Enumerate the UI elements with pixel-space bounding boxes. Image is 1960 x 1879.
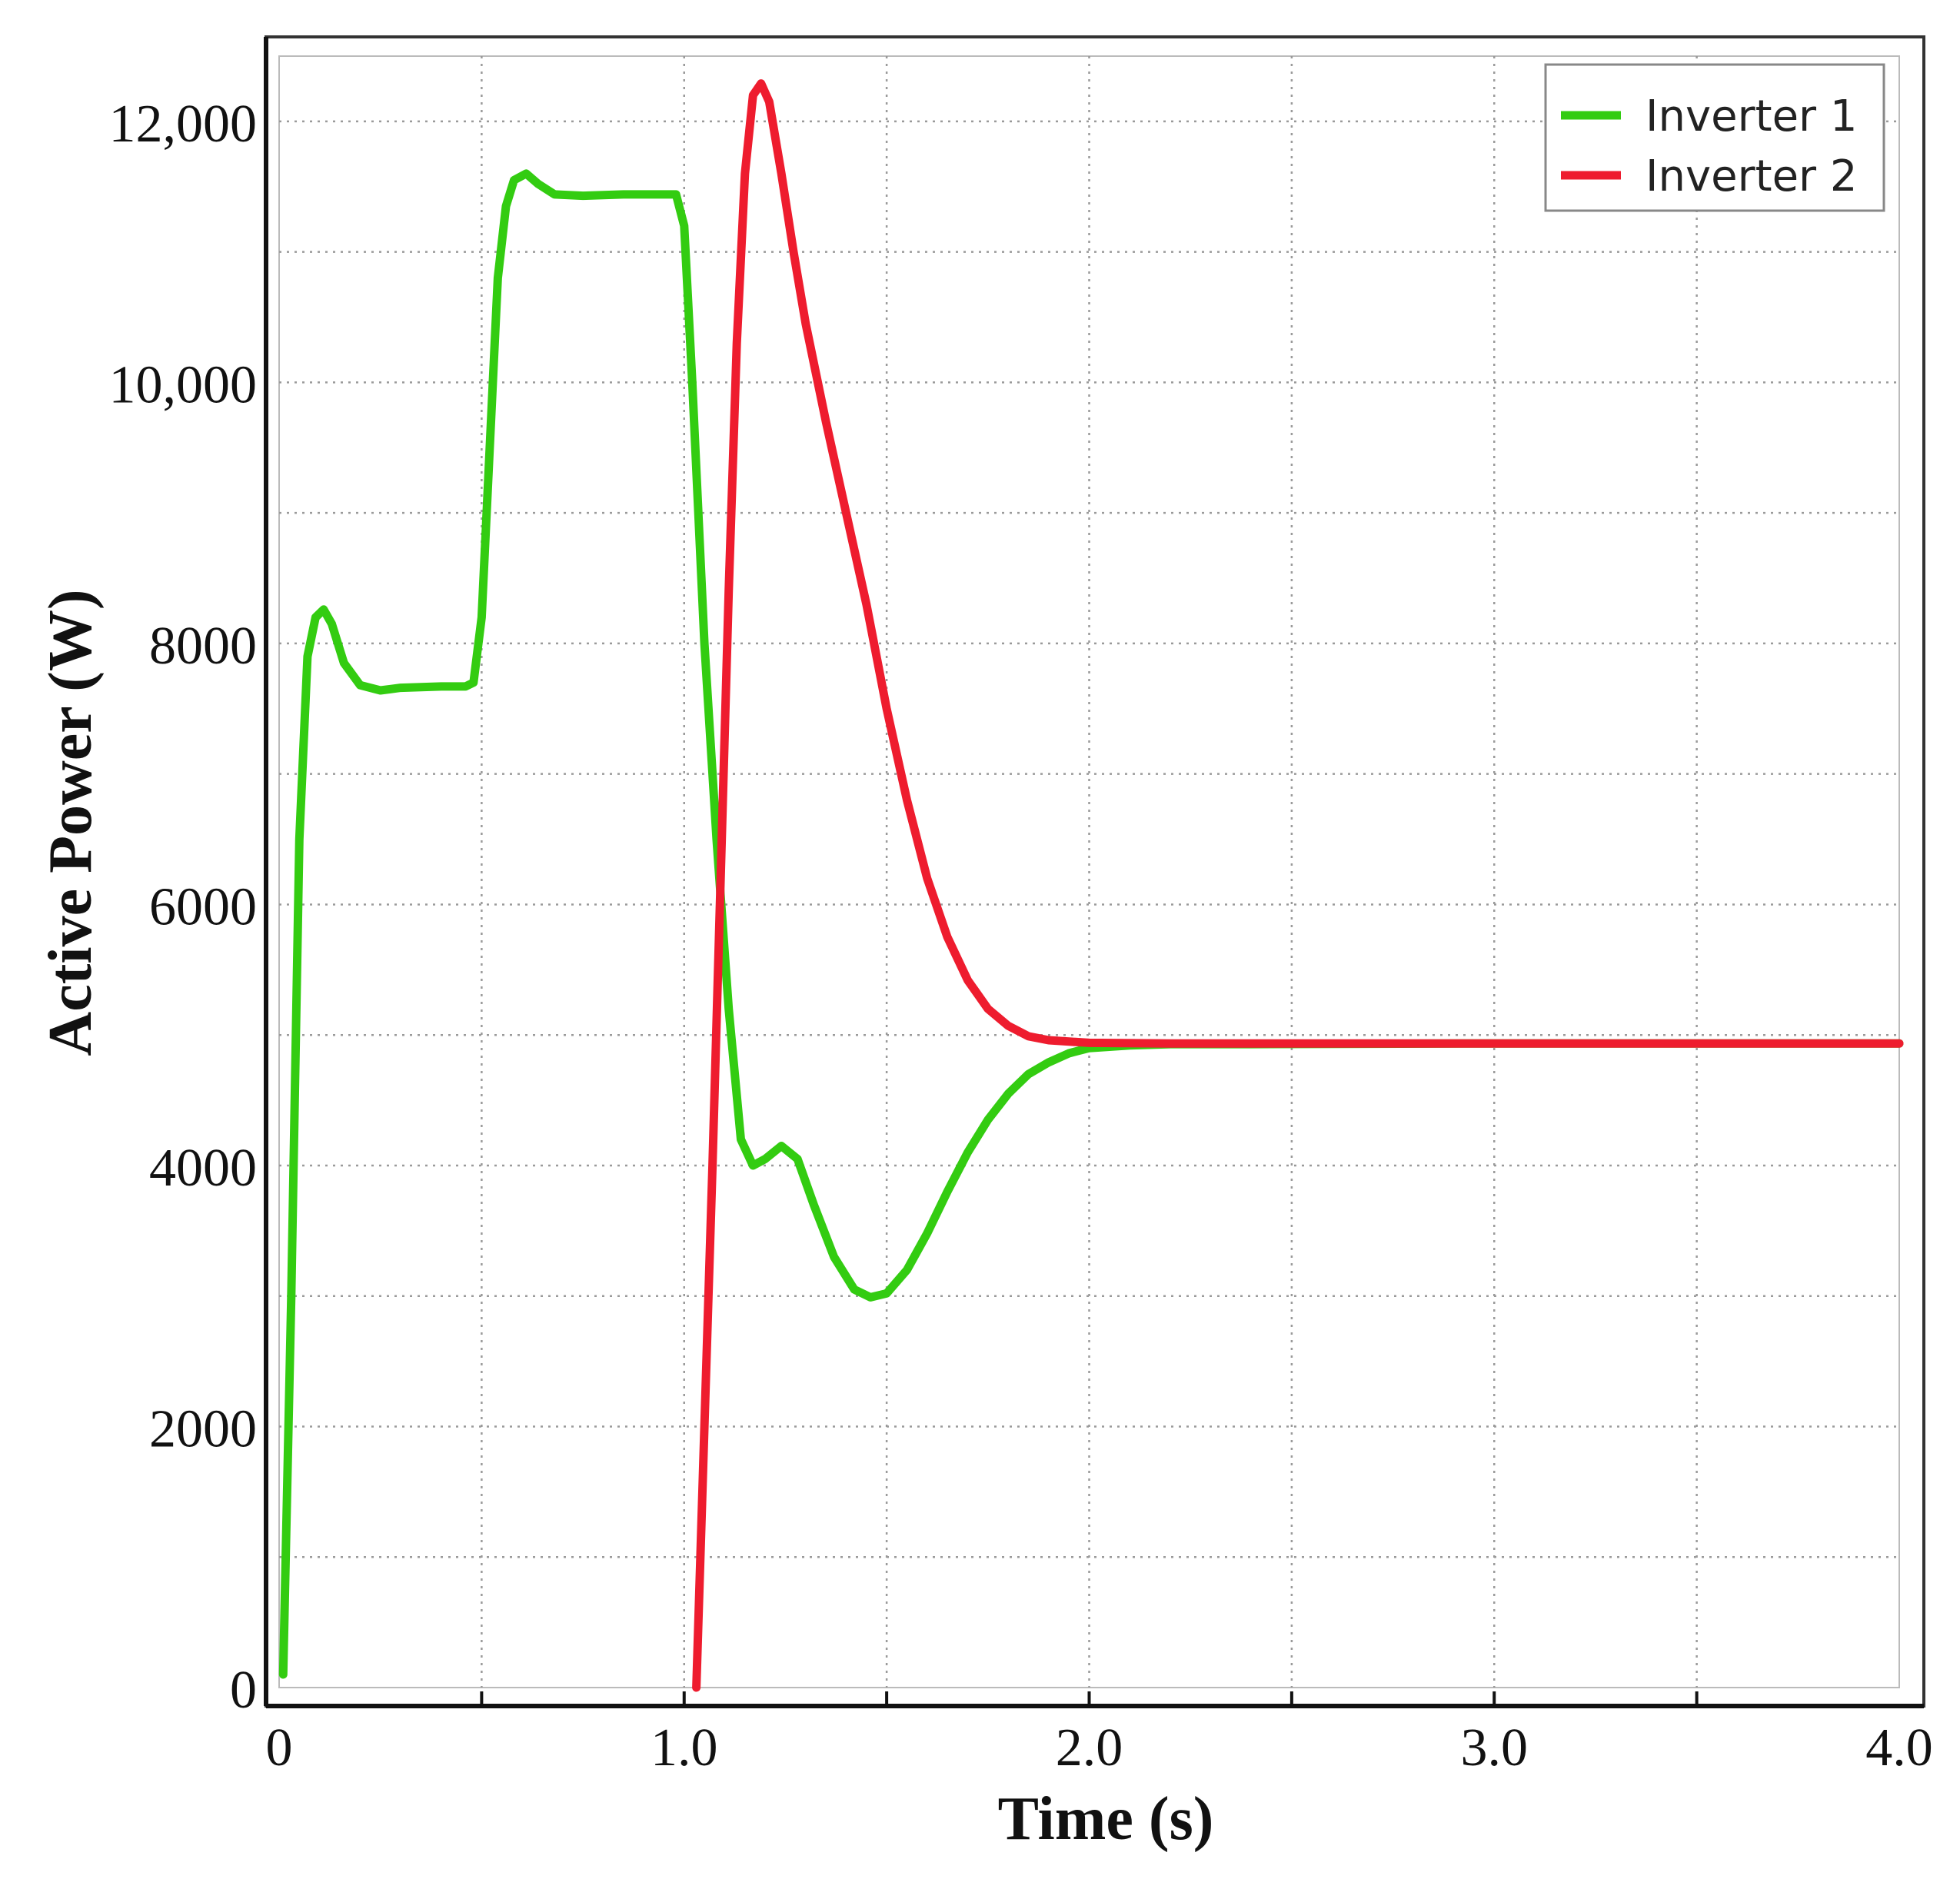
legend: Inverter 1 Inverter 2 [1544,63,1885,212]
grid-lines [279,56,1899,1688]
legend-box [1544,63,1885,212]
y-tick-label: 8000 [149,617,257,676]
x-tick-label: 4.0 [1865,1718,1933,1778]
y-tick-label: 10,000 [109,355,258,414]
series-layer [278,79,1904,1692]
x-tick-label: 0 [266,1718,293,1778]
y-tick-labels: 0 2000 4000 6000 8000 10,000 12,000 [109,95,258,1720]
axes [264,37,1924,1708]
series-line-1 [278,169,1904,1679]
x-tick-labels: 0 1.0 2.0 3.0 4.0 [266,1718,1933,1778]
series-line-2 [692,79,1904,1692]
legend-label-1: Inverter 1 [1646,91,1858,141]
y-tick-label: 12,000 [109,95,258,154]
x-tick-label: 3.0 [1461,1718,1529,1778]
y-tick-label: 6000 [149,877,257,936]
y-tick-label: 2000 [149,1399,257,1458]
x-axis-title: Time (s) [998,1785,1214,1853]
y-tick-label: 0 [230,1661,257,1720]
x-tick-label: 2.0 [1056,1718,1123,1778]
legend-label-2: Inverter 2 [1646,151,1858,201]
y-tick-label: 4000 [149,1139,257,1198]
x-tick-label: 1.0 [651,1718,718,1778]
y-axis-title: Active Power (W) [37,589,105,1056]
